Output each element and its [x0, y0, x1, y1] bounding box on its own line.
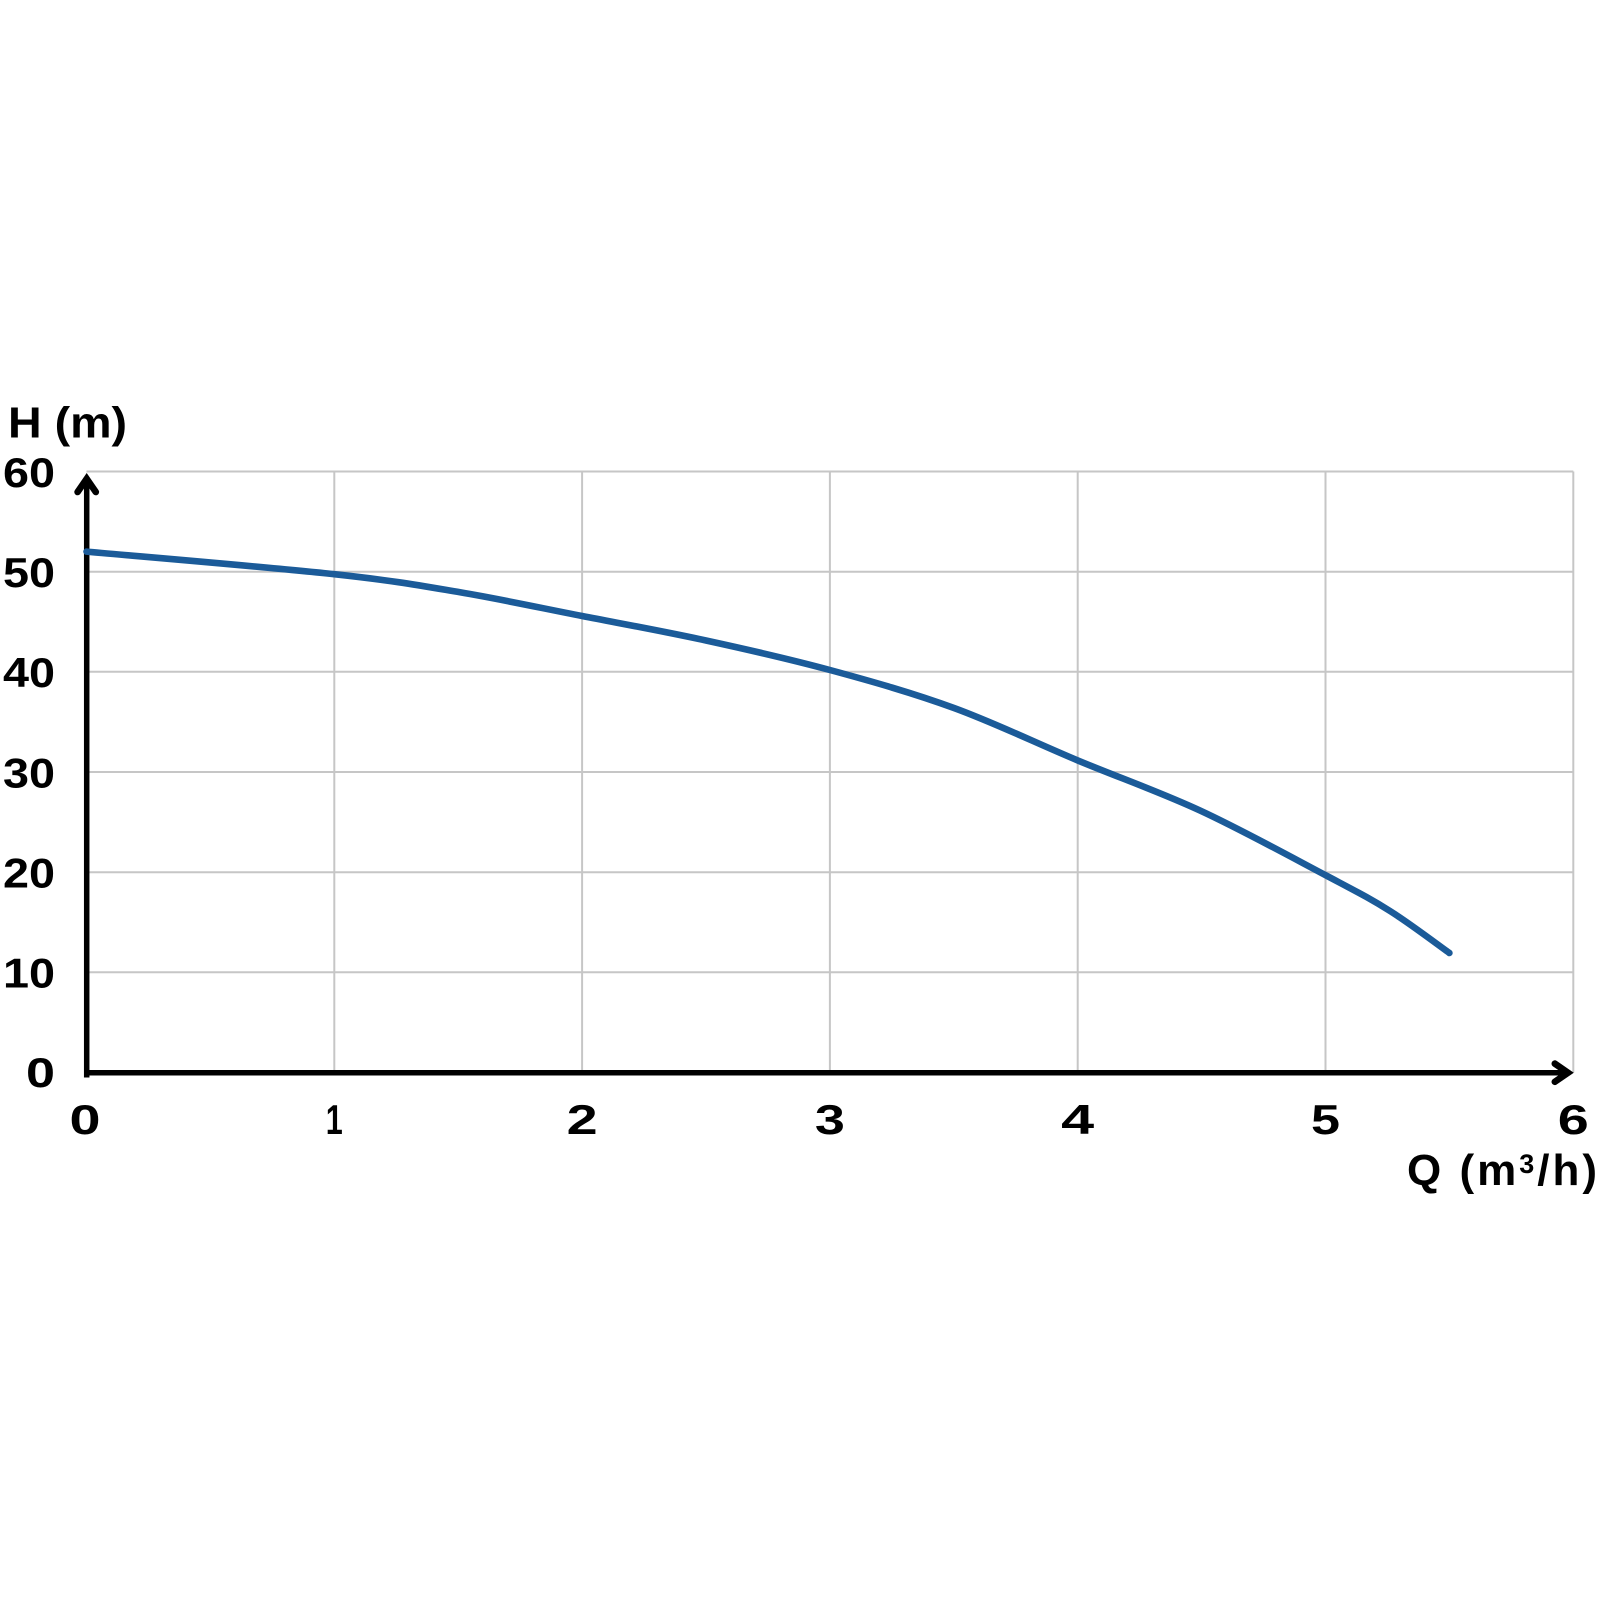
svg-text:6: 6 [1558, 1096, 1589, 1143]
svg-text:50: 50 [3, 549, 55, 596]
svg-text:1: 1 [326, 1096, 343, 1143]
svg-text:30: 30 [3, 749, 55, 796]
svg-text:2: 2 [567, 1096, 598, 1143]
svg-text:5: 5 [1311, 1096, 1340, 1143]
svg-text:0: 0 [26, 1049, 55, 1096]
svg-text:H (m): H (m) [8, 399, 127, 448]
svg-text:Q (m3/h): Q (m3/h) [1407, 1146, 1600, 1195]
svg-text:4: 4 [1061, 1096, 1095, 1143]
svg-text:20: 20 [3, 850, 55, 897]
svg-text:3: 3 [815, 1096, 845, 1143]
svg-text:10: 10 [3, 950, 55, 997]
svg-text:60: 60 [3, 449, 55, 496]
svg-text:0: 0 [70, 1096, 101, 1143]
svg-text:40: 40 [3, 649, 55, 696]
